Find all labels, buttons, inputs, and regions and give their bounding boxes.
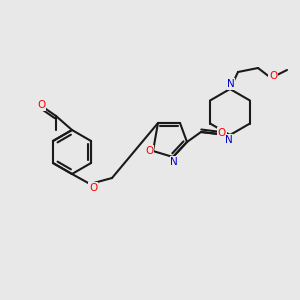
Text: O: O bbox=[145, 146, 153, 156]
Text: O: O bbox=[269, 71, 277, 81]
Text: N: N bbox=[227, 79, 235, 89]
Text: O: O bbox=[37, 100, 45, 110]
Text: O: O bbox=[218, 128, 226, 138]
Text: O: O bbox=[89, 183, 97, 193]
Text: N: N bbox=[170, 157, 178, 167]
Text: N: N bbox=[225, 135, 233, 145]
